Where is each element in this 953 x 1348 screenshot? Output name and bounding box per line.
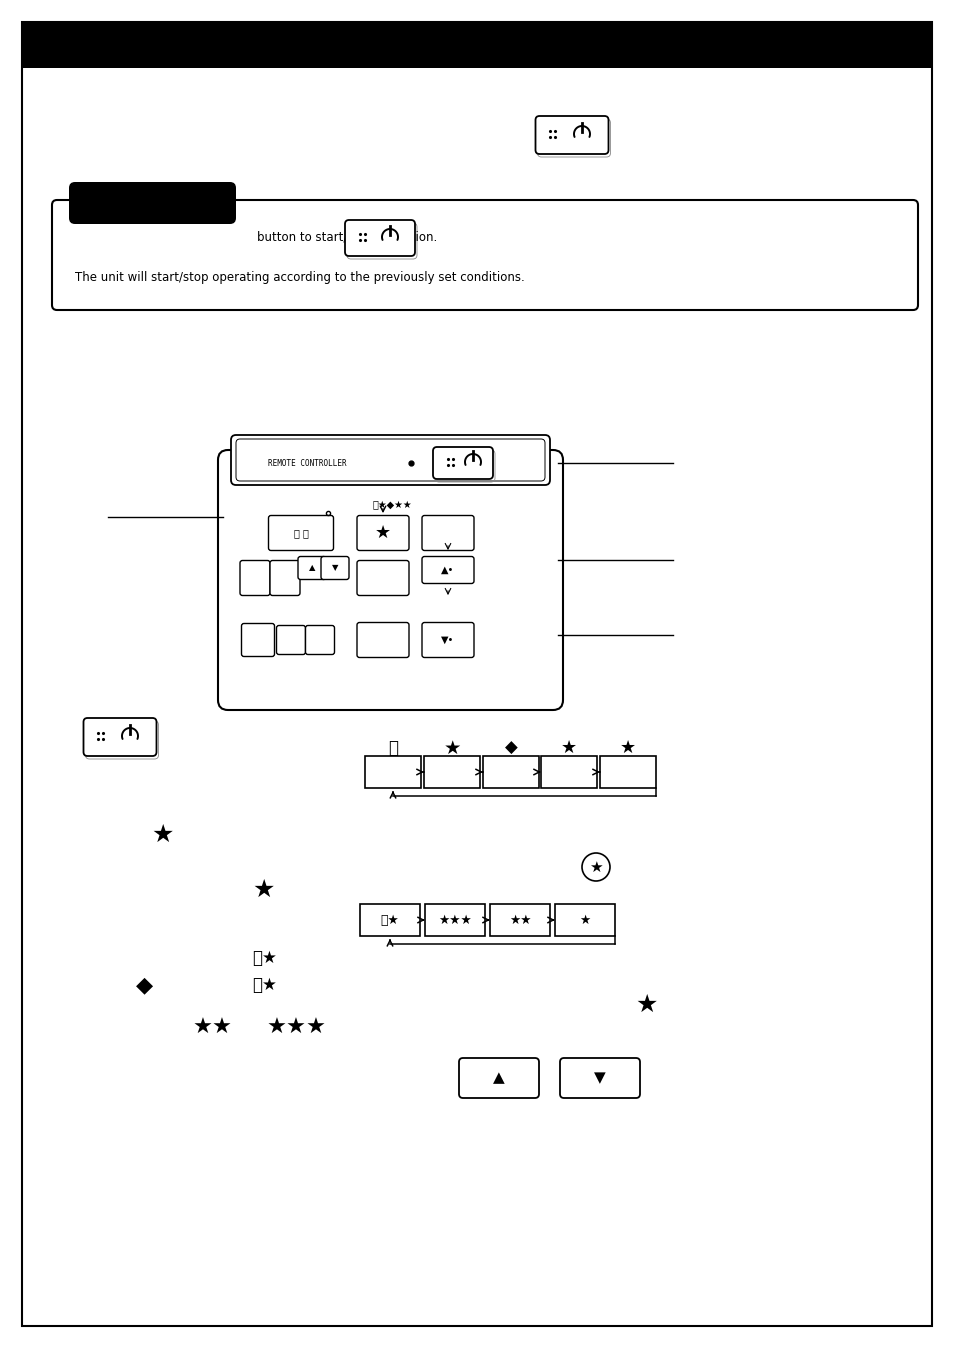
Bar [423,756,479,789]
Bar [424,905,484,936]
Text: ▲: ▲ [493,1070,504,1085]
Text: Ⓐ★: Ⓐ★ [252,976,276,993]
Text: ★★★: ★★★ [267,1018,327,1038]
FancyBboxPatch shape [231,435,550,485]
Text: ★★: ★★ [508,914,531,926]
Text: ▲: ▲ [309,563,314,573]
Text: ★★: ★★ [193,1018,233,1038]
FancyBboxPatch shape [297,557,326,580]
FancyBboxPatch shape [356,623,409,658]
FancyBboxPatch shape [356,515,409,550]
FancyBboxPatch shape [421,557,474,584]
FancyBboxPatch shape [421,623,474,658]
FancyBboxPatch shape [268,515,334,550]
Bar [365,756,420,789]
Text: ★: ★ [375,524,391,542]
Text: ▲•: ▲• [441,565,455,576]
FancyBboxPatch shape [218,450,562,710]
Text: ★: ★ [152,824,174,847]
FancyBboxPatch shape [69,182,235,224]
Text: ▼: ▼ [332,563,338,573]
Text: ◆: ◆ [504,739,517,758]
FancyBboxPatch shape [345,220,415,256]
Bar [359,905,419,936]
Text: ◆: ◆ [136,975,153,995]
FancyBboxPatch shape [559,1058,639,1099]
Text: Ⓐ★◆★★: Ⓐ★◆★★ [373,500,413,510]
Text: Ⓐ★: Ⓐ★ [380,914,399,926]
FancyBboxPatch shape [240,561,270,596]
FancyBboxPatch shape [535,116,608,154]
Circle shape [581,853,609,882]
Text: Ⓐ★: Ⓐ★ [252,949,276,967]
FancyBboxPatch shape [356,561,409,596]
FancyBboxPatch shape [458,1058,538,1099]
Text: The unit will start/stop operating according to the previously set conditions.: The unit will start/stop operating accor… [75,271,524,283]
Bar [22,22,931,67]
Bar [490,905,550,936]
Text: ★: ★ [619,739,636,758]
FancyBboxPatch shape [276,625,305,655]
Bar [599,756,656,789]
FancyBboxPatch shape [241,624,274,656]
FancyBboxPatch shape [320,557,349,580]
Text: ★: ★ [589,860,602,875]
Text: Ⓐ: Ⓐ [388,739,397,758]
Text: button to start/stop operation.: button to start/stop operation. [256,232,436,244]
Text: ★: ★ [443,739,460,758]
Text: ▼•: ▼• [441,635,455,644]
Text: ▼: ▼ [594,1070,605,1085]
FancyBboxPatch shape [84,718,156,756]
Bar [482,756,538,789]
FancyBboxPatch shape [270,561,299,596]
Text: ★★★: ★★★ [437,914,472,926]
FancyBboxPatch shape [433,448,493,479]
Text: ★: ★ [560,739,577,758]
Text: ★: ★ [635,993,658,1016]
Bar [555,905,615,936]
FancyBboxPatch shape [305,625,335,655]
Bar [540,756,597,789]
FancyBboxPatch shape [52,200,917,310]
Text: ⏻ ⏻: ⏻ ⏻ [294,528,308,538]
Text: REMOTE CONTROLLER: REMOTE CONTROLLER [268,458,346,468]
Text: ★: ★ [253,878,274,902]
Text: ★: ★ [578,914,590,926]
FancyBboxPatch shape [421,515,474,550]
